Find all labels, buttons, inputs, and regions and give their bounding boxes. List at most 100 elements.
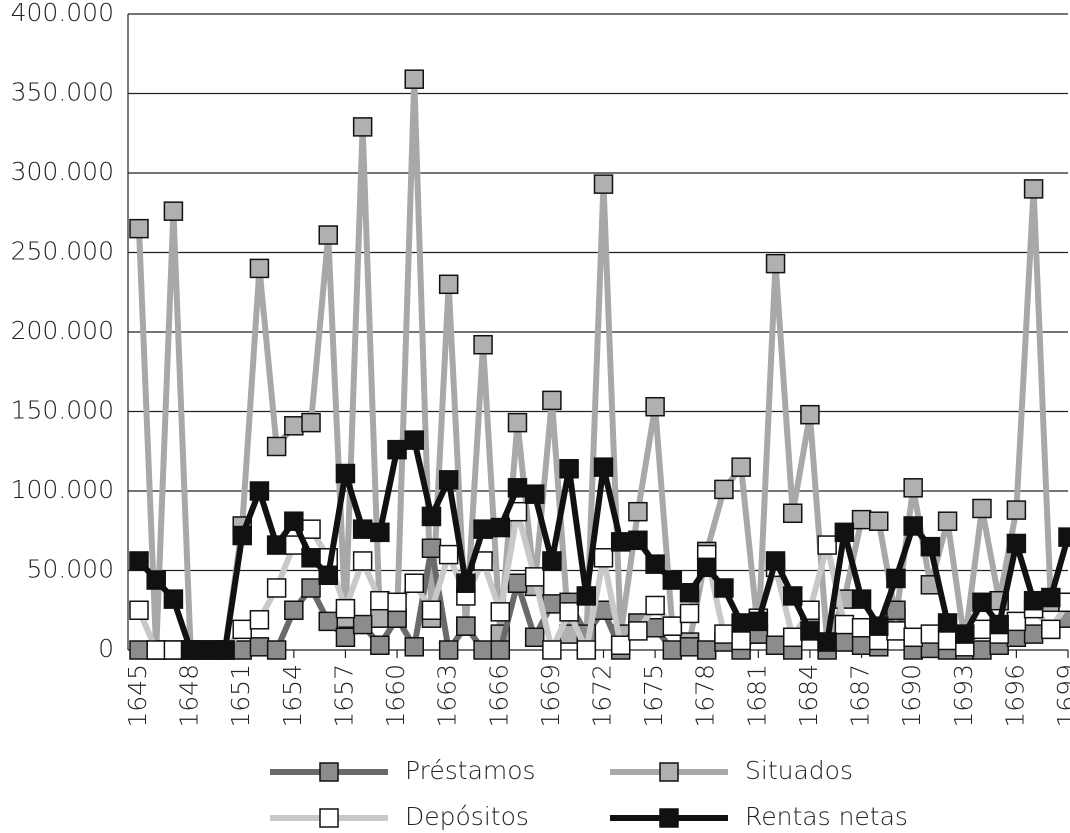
y-tick-label: 400.000 bbox=[11, 0, 114, 27]
marker bbox=[249, 481, 270, 501]
marker bbox=[438, 640, 459, 660]
marker bbox=[937, 613, 958, 633]
marker bbox=[301, 412, 321, 433]
marker bbox=[1058, 527, 1070, 547]
marker bbox=[542, 640, 562, 660]
marker bbox=[834, 632, 855, 652]
marker bbox=[438, 544, 459, 565]
marker bbox=[645, 396, 665, 417]
marker bbox=[782, 586, 803, 606]
marker bbox=[679, 637, 700, 657]
marker bbox=[1023, 590, 1044, 611]
marker bbox=[421, 506, 442, 527]
marker bbox=[851, 509, 872, 530]
marker bbox=[284, 416, 304, 436]
marker bbox=[318, 611, 338, 632]
marker bbox=[490, 602, 511, 622]
marker bbox=[249, 637, 270, 657]
marker bbox=[266, 640, 287, 660]
marker bbox=[542, 390, 562, 411]
marker bbox=[628, 501, 648, 522]
legend-marker bbox=[319, 762, 339, 782]
marker bbox=[1023, 179, 1044, 199]
marker bbox=[903, 478, 923, 498]
marker bbox=[679, 603, 700, 624]
y-tick-label: 150.000 bbox=[11, 396, 114, 425]
marker bbox=[851, 635, 872, 655]
x-tick-label: 1663 bbox=[433, 664, 462, 728]
marker bbox=[507, 573, 528, 593]
marker bbox=[490, 517, 511, 538]
marker bbox=[1041, 587, 1061, 608]
marker bbox=[972, 640, 992, 660]
marker bbox=[903, 516, 923, 536]
x-tick-label: 1672 bbox=[588, 664, 617, 728]
marker bbox=[869, 511, 889, 531]
marker bbox=[335, 463, 356, 484]
marker bbox=[817, 535, 837, 555]
marker bbox=[851, 617, 872, 638]
marker bbox=[800, 404, 820, 425]
x-tick-label: 1660 bbox=[381, 664, 410, 728]
marker bbox=[473, 519, 493, 539]
marker bbox=[903, 627, 923, 648]
legend-marker bbox=[319, 808, 339, 828]
marker bbox=[1006, 611, 1027, 632]
marker bbox=[559, 602, 579, 622]
marker bbox=[129, 600, 149, 620]
marker bbox=[696, 640, 717, 660]
marker bbox=[834, 522, 855, 543]
legend-label: Préstamos bbox=[405, 756, 536, 785]
y-tick-label: 0 bbox=[98, 634, 114, 663]
marker bbox=[542, 551, 562, 571]
y-tick-label: 300.000 bbox=[11, 157, 114, 186]
x-tick-label: 1645 bbox=[123, 664, 152, 728]
marker bbox=[129, 551, 149, 571]
marker bbox=[937, 630, 958, 651]
marker bbox=[1058, 592, 1070, 613]
x-tick-label: 1681 bbox=[742, 664, 771, 728]
marker bbox=[524, 567, 545, 587]
x-tick-label: 1678 bbox=[691, 664, 720, 728]
marker bbox=[490, 640, 511, 660]
legend-label: Rentas netas bbox=[745, 802, 908, 831]
marker bbox=[972, 498, 992, 519]
y-tick-label: 100.000 bbox=[11, 475, 114, 504]
marker bbox=[593, 548, 614, 568]
marker bbox=[163, 201, 184, 221]
marker bbox=[731, 630, 751, 651]
legend-marker bbox=[659, 808, 679, 828]
y-tick-label: 350.000 bbox=[11, 78, 114, 107]
marker bbox=[232, 619, 252, 640]
marker bbox=[370, 635, 390, 655]
marker bbox=[266, 436, 287, 457]
marker bbox=[1006, 500, 1027, 520]
x-tick-label: 1696 bbox=[1000, 664, 1029, 728]
marker bbox=[507, 478, 528, 498]
marker bbox=[318, 225, 338, 245]
marker bbox=[662, 640, 683, 660]
marker bbox=[714, 624, 734, 644]
legend-label: Situados bbox=[745, 756, 853, 785]
x-tick-label: 1690 bbox=[897, 664, 926, 728]
marker bbox=[507, 412, 528, 433]
marker bbox=[989, 614, 1009, 635]
marker bbox=[886, 568, 906, 589]
marker bbox=[301, 519, 321, 539]
marker bbox=[972, 592, 992, 613]
x-tick-label: 1684 bbox=[794, 664, 823, 728]
marker bbox=[266, 578, 287, 598]
marker bbox=[524, 484, 545, 504]
marker bbox=[920, 536, 941, 557]
marker bbox=[404, 573, 425, 593]
x-tick-label: 1669 bbox=[536, 664, 565, 728]
marker bbox=[370, 522, 390, 543]
marker bbox=[456, 573, 476, 593]
x-tick-label: 1657 bbox=[329, 664, 358, 728]
marker bbox=[593, 174, 614, 194]
marker bbox=[352, 519, 373, 539]
marker bbox=[284, 600, 304, 620]
marker bbox=[972, 619, 992, 640]
x-tick-label: 1651 bbox=[226, 664, 255, 728]
